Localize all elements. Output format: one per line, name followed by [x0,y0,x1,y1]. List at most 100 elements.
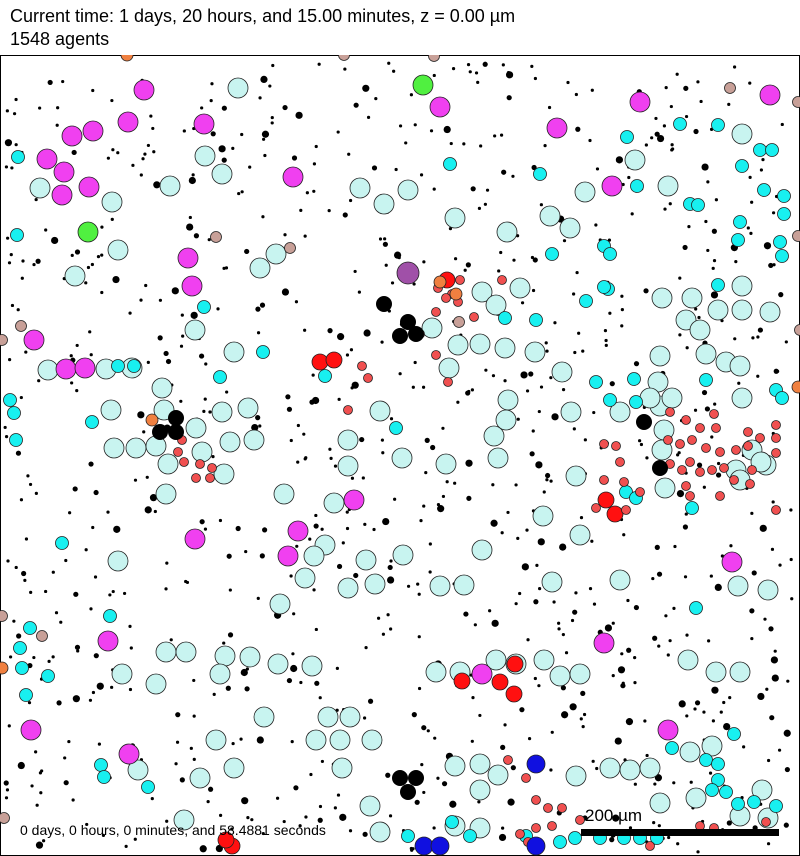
debris-dot [193,233,200,239]
debris-dot [478,713,482,718]
debris-dot [784,340,788,344]
debris-dot [5,788,10,792]
debris-dot [773,368,779,374]
debris-dot [572,427,576,431]
black-cell [652,460,668,476]
debris-dot [421,385,426,389]
debris-dot [432,187,436,191]
cyan-cell [498,311,512,325]
debris-dot [611,621,615,625]
debris-dot [237,191,241,196]
large-cell [533,649,555,671]
debris-dot [216,307,220,311]
magenta-cell [287,520,309,542]
debris-dot [169,638,173,642]
large-cell [727,575,749,597]
cyan-cell [699,373,713,387]
debris-dot [604,343,608,347]
debris-dot [387,564,393,571]
debris-dot [470,739,474,743]
debris-dot [381,451,385,455]
debris-dot [689,780,693,784]
magenta-cell [546,117,568,139]
debris-dot [312,588,316,592]
magenta-cell [53,161,75,183]
debris-dot [165,561,169,565]
large-cell [211,401,233,423]
red-small-cell [687,435,697,445]
magenta-cell [759,84,781,106]
cyan-cell [777,189,791,203]
large-cell [485,649,507,671]
debris-dot [453,257,458,261]
debris-dot [771,500,775,504]
debris-dot [259,302,266,308]
debris-dot [547,105,552,110]
debris-dot [3,425,7,430]
magenta-cell [193,113,215,135]
debris-dot [441,781,448,787]
red-small-cell [771,433,781,443]
debris-dot [8,358,12,362]
debris-dot [349,348,354,352]
debris-dot [701,389,708,396]
debris-dot [255,415,261,421]
black-cell [376,296,392,312]
debris-dot [594,223,598,227]
debris-dot [67,739,71,744]
cyan-cell [753,143,767,157]
magenta-cell [61,125,83,147]
debris-dot [88,698,93,702]
debris-dot [32,262,36,267]
magenta-cell [74,357,96,379]
debris-dot [614,737,622,745]
debris-dot [488,609,492,613]
debris-dot [749,608,755,614]
debris-dot [476,80,480,84]
debris-dot [595,167,600,171]
debris-dot [668,639,672,643]
large-cell [101,191,123,213]
cyan-cell [15,661,29,675]
debris-dot [275,796,280,800]
cyan-cell [256,345,270,359]
cyan-cell [10,228,24,242]
red-small-cell [755,433,765,443]
debris-dot [535,461,543,469]
debris-dot [158,298,163,302]
large-cell [495,409,517,431]
debris-dot [654,131,660,137]
debris-dot [3,780,9,786]
large-cell [751,779,773,801]
red-small-cell [557,803,567,813]
large-cell [239,646,261,668]
large-cell [447,334,469,356]
debris-dot [353,102,359,108]
debris-dot [643,288,649,294]
debris-dot [557,627,561,631]
large-cell [524,341,546,363]
debris-dot [212,692,216,696]
large-cell [487,447,509,469]
debris-dot [353,269,357,274]
debris-dot [638,439,642,443]
debris-dot [672,781,676,785]
debris-dot [240,668,248,677]
debris-dot [282,819,286,824]
magenta-cell [282,166,304,188]
debris-dot [428,542,432,546]
debris-dot [75,343,79,348]
debris-dot [537,409,541,414]
debris-dot [615,156,623,164]
debris-dot [398,124,403,128]
large-cell [609,569,631,591]
debris-dot [644,143,648,147]
tan-cell [724,82,736,94]
debris-dot [61,79,65,84]
debris-dot [706,180,710,184]
debris-dot [562,239,567,243]
debris-dot [32,655,36,660]
large-cell [155,641,177,663]
debris-dot [413,360,417,365]
debris-dot [656,571,663,577]
